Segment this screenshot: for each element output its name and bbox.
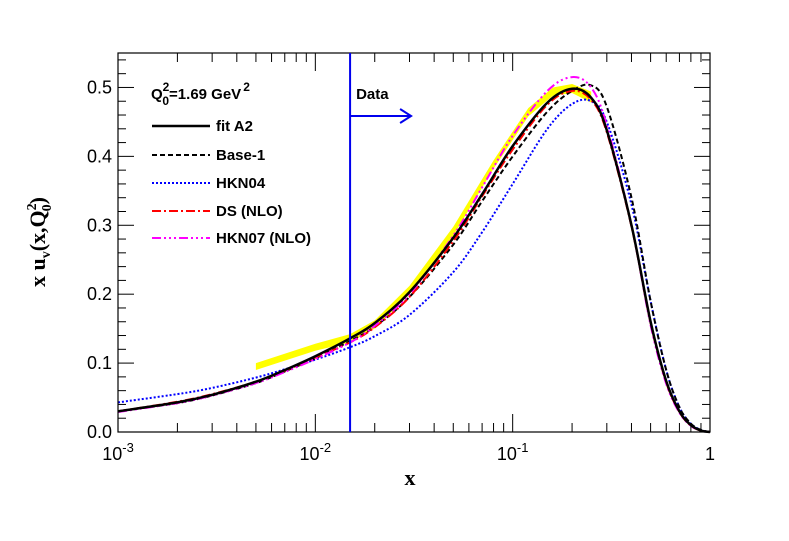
y-tick-label: 0.2 — [87, 284, 112, 304]
scale-label-rest: =1.69 GeV — [169, 86, 241, 103]
legend-label: fit A2 — [216, 118, 253, 135]
y-axis-title-sub: 0 — [40, 204, 55, 211]
data-marker-layer: Data — [349, 53, 413, 432]
y-tick-label: 0.3 — [87, 215, 112, 235]
y-axis-title-prefix: x u — [25, 258, 50, 287]
y-axis-title-sub-v: v — [39, 251, 54, 258]
y-axis-title: x uv(x,Q20) — [25, 197, 55, 287]
legend-label: HKN04 — [216, 175, 266, 192]
series-line-base-1 — [117, 83, 711, 433]
series-line-fit-a2 — [117, 87, 711, 434]
y-tick-label: 0.1 — [87, 353, 112, 373]
x-tick-label: 10-3 — [102, 440, 134, 464]
data-marker-arrow-head — [399, 108, 413, 124]
y-tick-label: 0.0 — [87, 422, 112, 442]
y-axis-title-close: ) — [25, 197, 50, 204]
legend-label: Base-1 — [216, 147, 265, 164]
legend-label: HKN07 (NLO) — [216, 230, 311, 247]
series-line-hkn07-nlo — [117, 76, 711, 433]
y-tick-label: 0.4 — [87, 146, 112, 166]
scale-label-q: Q — [151, 86, 163, 103]
x-tick-label: 10-2 — [300, 440, 332, 464]
x-axis-title: x — [405, 465, 416, 490]
series-line-hkn04 — [117, 98, 711, 433]
series-layer — [117, 76, 711, 434]
scale-label: Q2 0=1.69 GeV 2 — [151, 80, 250, 108]
scale-label-sup: 2 — [163, 80, 170, 94]
y-axis-title-open: (x,Q — [25, 210, 50, 251]
legend: fit A2 Base-1 HKN04 DS (NLO) HKN07 (NLO) — [152, 118, 311, 247]
data-marker-label: Data — [356, 86, 389, 103]
legend-label: DS (NLO) — [216, 203, 283, 220]
ticks-layer: 10-3 10-2 10-1 1 0.0 0.1 0.2 0.3 0.4 0.5 — [87, 53, 715, 464]
scale-label-unit-sup: 2 — [243, 80, 250, 94]
x-tick-label: 10-1 — [497, 440, 529, 464]
y-axis-title-sup: 2 — [25, 203, 40, 210]
scale-label-sub: 0 — [162, 94, 169, 108]
y-tick-label: 0.5 — [87, 77, 112, 97]
x-tick-label: 1 — [705, 444, 715, 464]
series-line-ds-nlo — [117, 89, 711, 433]
plot-frame — [117, 52, 711, 433]
uncertainty-band-layer — [255, 84, 592, 370]
uncertainty-band — [255, 84, 592, 370]
